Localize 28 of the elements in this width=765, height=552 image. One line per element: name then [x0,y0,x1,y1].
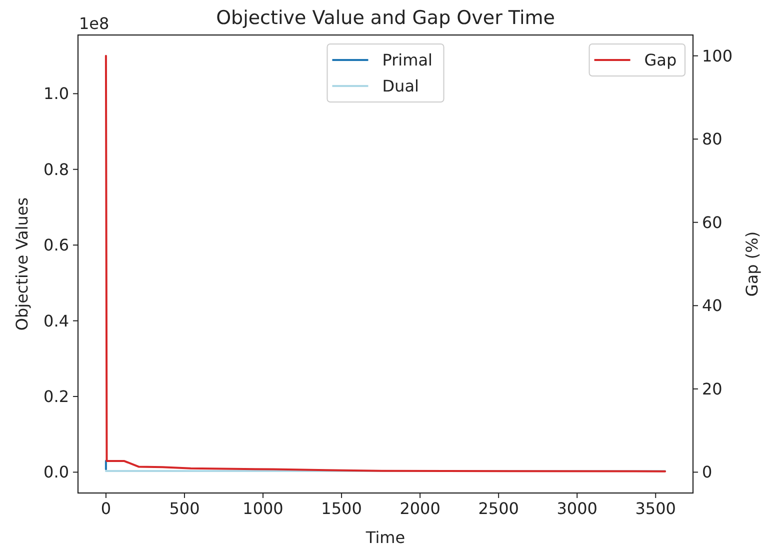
legend-label: Gap [644,50,677,70]
x-tick-label: 3000 [556,499,598,518]
y-tick-label: 0.8 [44,160,69,179]
y2-axis-title: Gap (%) [742,231,762,297]
y-tick-label: 0.0 [44,462,69,482]
y-axis-title: Objective Values [12,197,32,331]
y-tick-label: 0.2 [44,386,69,406]
y-tick-label: 1.0 [44,84,69,104]
y2-tick-label: 100 [702,46,733,66]
x-tick-label: 3500 [635,499,676,518]
x-tick-label: 500 [169,499,200,518]
x-tick-label: 2500 [478,499,519,518]
x-tick-label: 1500 [321,499,362,518]
legend-label: Dual [382,76,419,96]
x-tick-label: 2000 [400,499,440,518]
y2-tick-label: 80 [702,130,722,149]
y2-tick-label: 40 [702,296,722,316]
y-tick-label: 0.4 [44,311,69,330]
x-axis-title: Time [364,528,406,547]
x-tick-label: 0 [100,499,112,518]
text: 1e8 [79,14,110,33]
y2-tick-label: 20 [702,379,722,398]
y2-tick-label: 0 [702,462,712,482]
chart-title: Objective Value and Gap Over Time [216,7,555,29]
legend-label: Primal [382,50,432,70]
y-tick-label: 0.6 [44,236,69,255]
x-tick-label: 1000 [242,499,284,518]
y2-tick-label: 60 [702,212,722,232]
